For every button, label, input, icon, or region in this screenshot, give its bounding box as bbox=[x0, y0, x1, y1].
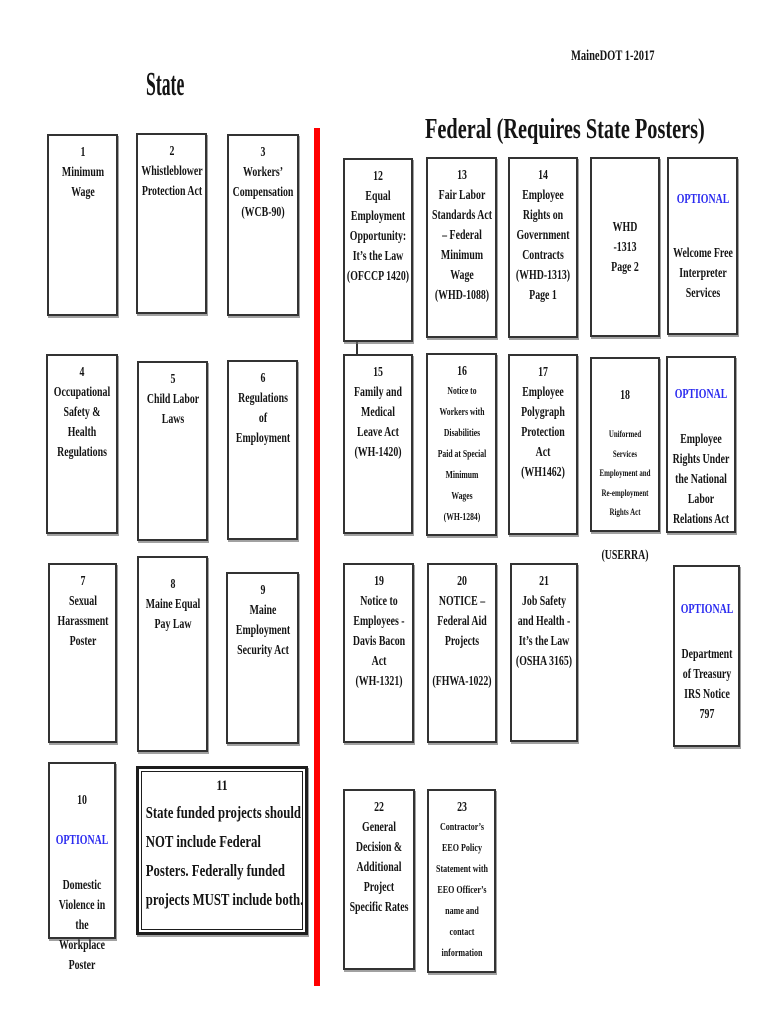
poster-box-22-general-decision: 22 General Decision & Additional Project … bbox=[343, 789, 415, 970]
poster-number: 23 bbox=[456, 799, 467, 814]
poster-number: 8 bbox=[170, 576, 175, 591]
poster-number: 15 bbox=[373, 364, 383, 379]
poster-box-9-employment-security: 9 Maine Employment Security Act bbox=[226, 572, 299, 744]
poster-number: 5 bbox=[170, 371, 175, 386]
red-divider-line bbox=[314, 128, 320, 986]
poster-box-18-userra: 18 Uniformed Services Employment and Re-… bbox=[590, 357, 660, 562]
poster-title: Contractor’s EEO Policy Statement with E… bbox=[435, 821, 488, 959]
poster-box-8-equal-pay: 8 Maine Equal Pay Law bbox=[137, 556, 208, 752]
note-body: State funded projects should NOT include… bbox=[145, 803, 303, 909]
poster-number: 12 bbox=[373, 168, 383, 183]
poster-number: 6 bbox=[260, 370, 265, 385]
poster-box-10-domestic-violence: 10 OPTIONAL Domestic Violence in the Wor… bbox=[48, 762, 116, 972]
poster-title: Employee Polygraph Protection Act (WH146… bbox=[521, 384, 565, 479]
poster-title: WHD -1313 Page 2 bbox=[611, 219, 639, 274]
poster-box-1-minimum-wage: 1 Minimum Wage bbox=[47, 134, 118, 316]
poster-number: 7 bbox=[80, 573, 85, 588]
poster-box-16-workers-disabilities: 16 Notice to Workers with Disabilities Pa… bbox=[426, 353, 497, 536]
poster-box-3-workers-comp: 3 Workers’ Compensation (WCB-90) bbox=[227, 134, 299, 316]
poster-number: 20 bbox=[457, 573, 467, 588]
state-section-title: State bbox=[146, 66, 185, 103]
poster-number: 3 bbox=[260, 144, 266, 159]
poster-number: 17 bbox=[538, 364, 548, 379]
poster-number: 22 bbox=[374, 799, 384, 814]
poster-number: 21 bbox=[539, 573, 549, 588]
poster-box-optional-nlra-rights: OPTIONAL Employee Rights Under the Natio… bbox=[666, 356, 736, 533]
poster-box-6-regulations-employment: 6 Regulations of Employment bbox=[227, 360, 298, 540]
poster-title: Employee Rights on Government Contracts … bbox=[515, 187, 571, 302]
poster-title: Minimum Wage bbox=[61, 164, 104, 199]
poster-title: Child Labor Laws bbox=[146, 391, 199, 426]
poster-subtitle: (USERRA) bbox=[601, 546, 649, 562]
poster-box-13-flsa-min-wage: 13 Fair Labor Standards Act – Federal Min… bbox=[426, 157, 497, 338]
poster-box-14-govt-contracts: 14 Employee Rights on Government Contract… bbox=[508, 157, 578, 338]
poster-title: General Decision & Additional Project Sp… bbox=[349, 819, 409, 914]
poster-title: Uniformed Services Employment and Re-emp… bbox=[599, 430, 651, 518]
poster-box-4-osh-regulations: 4 Occupational Safety & Health Regulation… bbox=[46, 354, 118, 534]
poster-title: Occupational Safety & Health Regulations bbox=[53, 384, 111, 459]
optional-label: OPTIONAL bbox=[676, 191, 729, 206]
poster-box-21-osha-job-safety: 21 Job Safety and Health - It’s the Law (… bbox=[510, 563, 578, 742]
poster-title: Regulations of Employment bbox=[235, 390, 290, 445]
poster-number: 9 bbox=[260, 582, 265, 597]
box12-box15-connector-line bbox=[356, 341, 358, 355]
poster-number: 13 bbox=[456, 167, 467, 182]
poster-title: Notice to Workers with Disabilities Paid… bbox=[437, 386, 486, 523]
poster-box-optional-irs-797: OPTIONAL Department of Treasury IRS Noti… bbox=[673, 565, 740, 747]
poster-box-whd1313-page2: WHD -1313 Page 2 bbox=[590, 157, 660, 337]
poster-box-19-davis-bacon: 19 Notice to Employees - Davis Bacon Act … bbox=[343, 563, 414, 743]
note-number: 11 bbox=[216, 778, 228, 794]
poster-box-15-fmla: 15 Family and Medical Leave Act (WH-1420) bbox=[343, 354, 413, 534]
poster-box-7-sexual-harassment: 7 Sexual Harassment Poster bbox=[48, 563, 117, 743]
poster-title: Domestic Violence in the Workplace Poste… bbox=[58, 877, 106, 972]
poster-title: Fair Labor Standards Act – Federal Minim… bbox=[431, 187, 492, 302]
poster-number: 14 bbox=[538, 167, 548, 182]
optional-label: OPTIONAL bbox=[55, 832, 109, 847]
poster-number: 10 bbox=[77, 792, 87, 807]
poster-title: Sexual Harassment Poster bbox=[57, 593, 108, 648]
note-box-11-funding-rules: 11 State funded projects should NOT incl… bbox=[136, 766, 308, 935]
poster-title: Job Safety and Health - It’s the Law (OS… bbox=[515, 593, 573, 668]
poster-title: Family and Medical Leave Act (WH-1420) bbox=[354, 384, 402, 459]
poster-title: NOTICE – Federal Aid Projects (FHWA-1022… bbox=[432, 593, 492, 688]
poster-box-12-eeo-law: 12 Equal Employment Opportunity: It’s the… bbox=[343, 158, 413, 342]
poster-box-2-whistleblower: 2 Whistleblower Protection Act bbox=[136, 133, 207, 314]
poster-number: 1 bbox=[80, 144, 85, 159]
poster-box-5-child-labor: 5 Child Labor Laws bbox=[137, 361, 208, 541]
poster-box-23-eeo-policy: 23 Contractor’s EEO Policy Statement with… bbox=[427, 789, 496, 973]
poster-number: 4 bbox=[79, 364, 85, 379]
poster-number: 18 bbox=[620, 387, 630, 402]
poster-title: Maine Employment Security Act bbox=[235, 602, 290, 657]
poster-number: 19 bbox=[373, 573, 384, 588]
doc-reference: MaineDOT 1-2017 bbox=[571, 48, 655, 64]
poster-title: Welcome Free Interpreter Services bbox=[672, 245, 733, 300]
poster-title: Workers’ Compensation (WCB-90) bbox=[232, 164, 294, 219]
poster-number: 16 bbox=[456, 363, 467, 378]
poster-box-20-federal-aid: 20 NOTICE – Federal Aid Projects (FHWA-10… bbox=[427, 563, 497, 743]
poster-title: Whistleblower Protection Act bbox=[140, 163, 203, 198]
poster-title: Employee Rights Under the National Labor… bbox=[672, 431, 730, 526]
poster-title: Department of Treasury IRS Notice 797 bbox=[681, 646, 732, 721]
poster-number: 2 bbox=[169, 143, 174, 158]
optional-label: OPTIONAL bbox=[674, 386, 728, 401]
optional-label: OPTIONAL bbox=[680, 601, 733, 616]
poster-box-optional-interpreter: OPTIONAL Welcome Free Interpreter Servic… bbox=[667, 157, 738, 335]
poster-title: Maine Equal Pay Law bbox=[145, 596, 200, 631]
poster-box-17-polygraph: 17 Employee Polygraph Protection Act (WH1… bbox=[508, 354, 578, 535]
poster-title: Equal Employment Opportunity: It’s the L… bbox=[346, 188, 410, 283]
poster-title: Notice to Employees - Davis Bacon Act (W… bbox=[352, 593, 405, 688]
federal-section-title: Federal (Requires State Posters) bbox=[425, 113, 705, 145]
